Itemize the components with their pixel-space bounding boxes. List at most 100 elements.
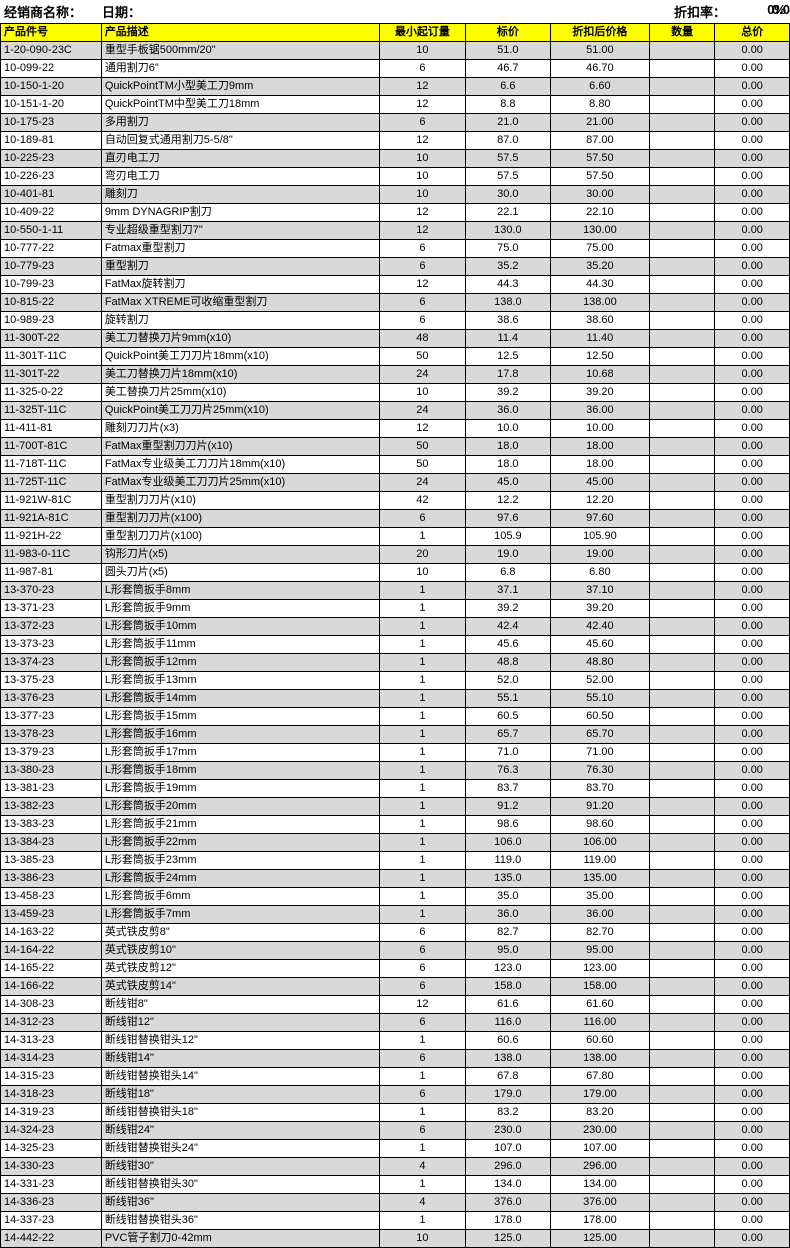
cell-disc: 36.00 bbox=[551, 906, 650, 924]
cell-id: 14-318-23 bbox=[1, 1086, 102, 1104]
cell-price: 44.3 bbox=[465, 276, 550, 294]
col-moq: 最小起订量 bbox=[380, 24, 465, 42]
cell-total: 0.00 bbox=[715, 816, 790, 834]
cell-disc: 138.00 bbox=[551, 294, 650, 312]
cell-price: 35.0 bbox=[465, 888, 550, 906]
cell-disc: 82.70 bbox=[551, 924, 650, 942]
cell-moq: 10 bbox=[380, 186, 465, 204]
cell-total: 0.00 bbox=[715, 834, 790, 852]
cell-disc: 71.00 bbox=[551, 744, 650, 762]
cell-qty bbox=[649, 726, 715, 744]
cell-disc: 87.00 bbox=[551, 132, 650, 150]
table-row: 11-301T-11CQuickPoint美工刀刀片18mm(x10)5012.… bbox=[1, 348, 790, 366]
cell-desc: L形套筒扳手13mm bbox=[101, 672, 379, 690]
cell-qty bbox=[649, 636, 715, 654]
table-row: 14-337-23断线钳替换钳头36"1178.0178.000.00 bbox=[1, 1212, 790, 1230]
cell-disc: 125.00 bbox=[551, 1230, 650, 1248]
cell-price: 76.3 bbox=[465, 762, 550, 780]
cell-moq: 1 bbox=[380, 906, 465, 924]
table-row: 10-225-23直刃电工刀1057.557.500.00 bbox=[1, 150, 790, 168]
table-row: 10-099-22通用割刀6"646.746.700.00 bbox=[1, 60, 790, 78]
cell-id: 11-725T-11C bbox=[1, 474, 102, 492]
table-row: 14-312-23断线钳12"6116.0116.000.00 bbox=[1, 1014, 790, 1032]
cell-moq: 12 bbox=[380, 132, 465, 150]
cell-disc: 6.80 bbox=[551, 564, 650, 582]
cell-id: 13-372-23 bbox=[1, 618, 102, 636]
table-row: 11-921W-81C重型割刀刀片(x10)4212.212.200.00 bbox=[1, 492, 790, 510]
cell-price: 36.0 bbox=[465, 402, 550, 420]
cell-disc: 35.20 bbox=[551, 258, 650, 276]
cell-moq: 1 bbox=[380, 816, 465, 834]
cell-desc: 重型割刀刀片(x100) bbox=[101, 528, 379, 546]
cell-id: 11-718T-11C bbox=[1, 456, 102, 474]
cell-qty bbox=[649, 132, 715, 150]
cell-qty bbox=[649, 276, 715, 294]
cell-desc: 英式铁皮剪14" bbox=[101, 978, 379, 996]
cell-price: 21.0 bbox=[465, 114, 550, 132]
cell-total: 0.00 bbox=[715, 1032, 790, 1050]
cell-desc: L形套筒扳手19mm bbox=[101, 780, 379, 798]
cell-price: 83.7 bbox=[465, 780, 550, 798]
cell-total: 0.00 bbox=[715, 132, 790, 150]
cell-moq: 1 bbox=[380, 870, 465, 888]
cell-price: 45.0 bbox=[465, 474, 550, 492]
cell-qty bbox=[649, 96, 715, 114]
table-row: 13-383-23L形套筒扳手21mm198.698.600.00 bbox=[1, 816, 790, 834]
cell-price: 35.2 bbox=[465, 258, 550, 276]
cell-moq: 10 bbox=[380, 564, 465, 582]
cell-id: 11-987-81 bbox=[1, 564, 102, 582]
cell-id: 13-374-23 bbox=[1, 654, 102, 672]
cell-id: 14-319-23 bbox=[1, 1104, 102, 1122]
table-row: 14-315-23断线钳替换钳头14"167.867.800.00 bbox=[1, 1068, 790, 1086]
cell-qty bbox=[649, 330, 715, 348]
col-price: 标价 bbox=[465, 24, 550, 42]
cell-total: 0.00 bbox=[715, 1140, 790, 1158]
cell-price: 55.1 bbox=[465, 690, 550, 708]
cell-qty bbox=[649, 618, 715, 636]
cell-disc: 57.50 bbox=[551, 168, 650, 186]
cell-moq: 1 bbox=[380, 798, 465, 816]
table-row: 13-374-23L形套筒扳手12mm148.848.800.00 bbox=[1, 654, 790, 672]
cell-id: 10-799-23 bbox=[1, 276, 102, 294]
cell-total: 0.00 bbox=[715, 960, 790, 978]
cell-id: 11-983-0-11C bbox=[1, 546, 102, 564]
cell-desc: 直刃电工刀 bbox=[101, 150, 379, 168]
table-row: 14-164-22英式铁皮剪10"695.095.000.00 bbox=[1, 942, 790, 960]
cell-total: 0.00 bbox=[715, 672, 790, 690]
cell-desc: 自动回复式通用割刀5-5/8" bbox=[101, 132, 379, 150]
cell-disc: 21.00 bbox=[551, 114, 650, 132]
cell-qty bbox=[649, 384, 715, 402]
cell-total: 0.00 bbox=[715, 402, 790, 420]
table-row: 10-150-1-20QuickPointTM小型美工刀9mm126.66.60… bbox=[1, 78, 790, 96]
cell-total: 0.00 bbox=[715, 456, 790, 474]
cell-moq: 20 bbox=[380, 546, 465, 564]
cell-price: 38.6 bbox=[465, 312, 550, 330]
discount-label: 折扣率： bbox=[674, 2, 726, 21]
cell-total: 0.00 bbox=[715, 78, 790, 96]
cell-moq: 1 bbox=[380, 528, 465, 546]
cell-total: 0.00 bbox=[715, 1176, 790, 1194]
cell-qty bbox=[649, 672, 715, 690]
cell-disc: 97.60 bbox=[551, 510, 650, 528]
table-row: 14-318-23断线钳18"6179.0179.000.00 bbox=[1, 1086, 790, 1104]
table-row: 13-370-23L形套筒扳手8mm137.137.100.00 bbox=[1, 582, 790, 600]
cell-id: 10-989-23 bbox=[1, 312, 102, 330]
cell-moq: 1 bbox=[380, 582, 465, 600]
cell-price: 18.0 bbox=[465, 438, 550, 456]
table-row: 13-372-23L形套筒扳手10mm142.442.400.00 bbox=[1, 618, 790, 636]
cell-id: 11-301T-22 bbox=[1, 366, 102, 384]
cell-disc: 36.00 bbox=[551, 402, 650, 420]
cell-price: 91.2 bbox=[465, 798, 550, 816]
cell-desc: QuickPoint美工刀刀片25mm(x10) bbox=[101, 402, 379, 420]
cell-moq: 1 bbox=[380, 1104, 465, 1122]
cell-disc: 376.00 bbox=[551, 1194, 650, 1212]
cell-id: 13-375-23 bbox=[1, 672, 102, 690]
cell-qty bbox=[649, 438, 715, 456]
cell-price: 10.0 bbox=[465, 420, 550, 438]
cell-price: 125.0 bbox=[465, 1230, 550, 1248]
table-row: 13-375-23L形套筒扳手13mm152.052.000.00 bbox=[1, 672, 790, 690]
cell-moq: 1 bbox=[380, 654, 465, 672]
cell-price: 39.2 bbox=[465, 600, 550, 618]
col-disc: 折扣后价格 bbox=[551, 24, 650, 42]
cell-total: 0.00 bbox=[715, 258, 790, 276]
